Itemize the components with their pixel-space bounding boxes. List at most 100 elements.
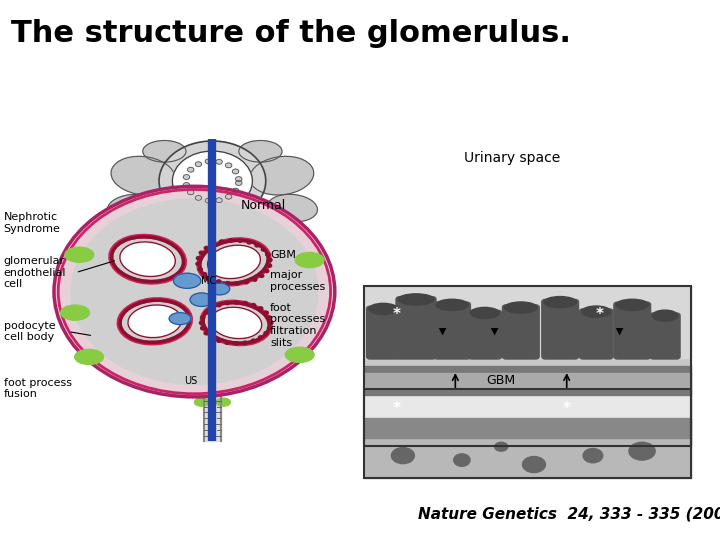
Circle shape	[225, 341, 230, 345]
FancyBboxPatch shape	[650, 313, 680, 359]
Circle shape	[210, 307, 214, 310]
Circle shape	[253, 278, 257, 281]
Text: foot process
fusion: foot process fusion	[4, 377, 71, 399]
Ellipse shape	[295, 253, 324, 268]
Ellipse shape	[169, 313, 191, 325]
Ellipse shape	[107, 194, 158, 222]
Ellipse shape	[210, 307, 262, 339]
Text: ▶: ▶	[614, 327, 624, 335]
Circle shape	[264, 269, 269, 273]
Ellipse shape	[616, 299, 649, 310]
Circle shape	[259, 274, 264, 278]
Circle shape	[184, 174, 189, 179]
Ellipse shape	[75, 349, 104, 364]
Circle shape	[268, 259, 272, 262]
Circle shape	[195, 195, 202, 200]
Bar	[204, 389, 221, 441]
Circle shape	[197, 256, 201, 260]
Text: Normal: Normal	[241, 199, 287, 212]
Text: GBM: GBM	[270, 249, 296, 260]
Circle shape	[264, 311, 269, 314]
FancyBboxPatch shape	[614, 302, 651, 359]
Circle shape	[225, 301, 230, 305]
Ellipse shape	[128, 305, 181, 338]
Bar	[364, 438, 691, 478]
Circle shape	[247, 241, 251, 244]
Ellipse shape	[454, 454, 470, 467]
Bar	[364, 366, 691, 395]
Ellipse shape	[505, 302, 537, 313]
Text: *: *	[563, 401, 571, 416]
Circle shape	[267, 316, 271, 319]
Circle shape	[184, 183, 189, 187]
Circle shape	[229, 239, 233, 242]
Circle shape	[258, 307, 263, 310]
Circle shape	[211, 242, 215, 246]
Text: glomerular
endothelial
cell: glomerular endothelial cell	[4, 256, 66, 289]
Circle shape	[201, 327, 205, 330]
Circle shape	[251, 303, 256, 307]
Ellipse shape	[267, 194, 318, 222]
Circle shape	[255, 244, 259, 247]
Text: ▶: ▶	[437, 327, 447, 335]
Circle shape	[172, 151, 253, 211]
Circle shape	[204, 311, 208, 314]
Circle shape	[251, 339, 256, 342]
Circle shape	[201, 316, 205, 319]
Ellipse shape	[583, 449, 603, 463]
Circle shape	[71, 199, 318, 384]
Circle shape	[238, 239, 243, 242]
Circle shape	[267, 264, 271, 267]
Ellipse shape	[60, 305, 89, 320]
Ellipse shape	[207, 245, 261, 279]
Ellipse shape	[194, 398, 209, 406]
Circle shape	[264, 332, 269, 335]
Ellipse shape	[544, 296, 577, 308]
Ellipse shape	[285, 347, 314, 362]
Ellipse shape	[523, 456, 546, 472]
Circle shape	[54, 186, 335, 397]
Circle shape	[210, 336, 214, 339]
Text: US: US	[184, 376, 197, 386]
Circle shape	[217, 339, 221, 342]
Circle shape	[244, 281, 248, 284]
Circle shape	[187, 190, 194, 195]
Ellipse shape	[143, 140, 186, 162]
FancyBboxPatch shape	[468, 310, 502, 359]
Circle shape	[225, 281, 230, 285]
Circle shape	[243, 341, 247, 345]
Circle shape	[205, 159, 212, 164]
Circle shape	[204, 332, 208, 335]
Ellipse shape	[174, 273, 201, 288]
Ellipse shape	[582, 306, 611, 317]
Circle shape	[202, 273, 207, 276]
Text: foot
processes
filtration
slits: foot processes filtration slits	[270, 303, 325, 348]
Circle shape	[233, 169, 239, 174]
Ellipse shape	[216, 398, 230, 406]
Circle shape	[235, 282, 239, 285]
Text: *: *	[595, 307, 603, 322]
Ellipse shape	[398, 294, 434, 305]
Circle shape	[199, 321, 204, 325]
Text: The structure of the glomerulus.: The structure of the glomerulus.	[11, 19, 571, 48]
Bar	[364, 395, 691, 446]
Circle shape	[204, 246, 209, 249]
Circle shape	[199, 251, 204, 254]
Bar	[364, 389, 691, 478]
Circle shape	[225, 194, 232, 199]
Ellipse shape	[495, 442, 508, 451]
Bar	[364, 389, 691, 478]
Bar	[364, 373, 691, 387]
FancyBboxPatch shape	[366, 306, 400, 359]
Circle shape	[187, 167, 194, 172]
Circle shape	[216, 159, 222, 164]
Circle shape	[261, 248, 266, 251]
Bar	[364, 286, 691, 358]
FancyBboxPatch shape	[396, 296, 436, 359]
Ellipse shape	[436, 299, 468, 310]
Circle shape	[195, 162, 202, 166]
Circle shape	[234, 301, 238, 304]
Circle shape	[266, 253, 270, 256]
Text: *: *	[392, 307, 400, 322]
Ellipse shape	[250, 156, 314, 195]
